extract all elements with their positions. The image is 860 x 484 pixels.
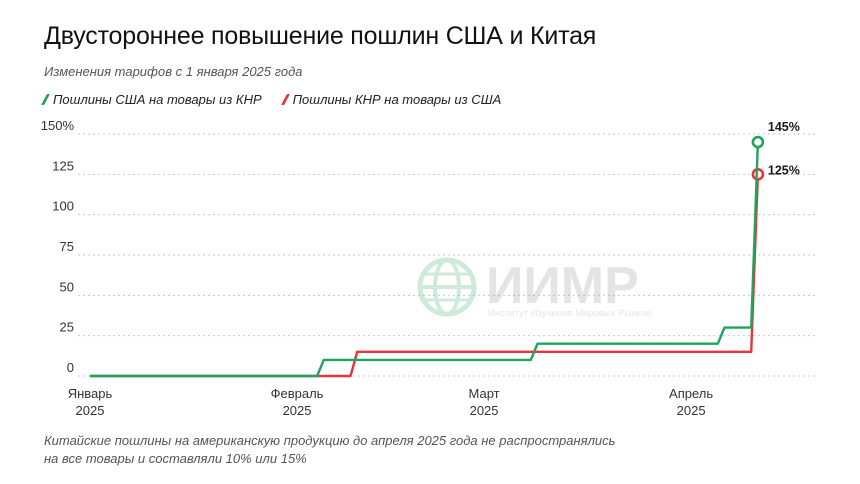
legend-label-us: Пошлины США на товары из КНР — [53, 92, 262, 107]
x-tick-label: Январь — [68, 386, 113, 401]
x-tick-label: Февраль — [271, 386, 324, 401]
series-layer: 125% 145% — [90, 120, 800, 378]
end-label-us: 145% — [768, 120, 800, 134]
y-tick-label: 25 — [60, 320, 74, 335]
legend: Пошлины США на товары из КНР Пошлины КНР… — [41, 92, 502, 107]
x-tick-label: 2025 — [677, 403, 706, 418]
watermark: ИИМР Институт Изучения Мировых Рынков — [417, 257, 651, 319]
y-tick-label: 50 — [60, 279, 74, 294]
footnote-line-2: на все товары и составляли 10% или 15% — [44, 451, 307, 466]
x-tick-label: 2025 — [470, 403, 499, 418]
grid-layer — [78, 133, 818, 377]
watermark-name: ИИМР — [486, 257, 639, 315]
series-line-cn — [90, 174, 760, 378]
globe-icon — [417, 257, 477, 317]
y-tick-label: 0 — [67, 360, 74, 375]
legend-label-cn: Пошлины КНР на товары из США — [292, 92, 502, 107]
x-tick-label: 2025 — [76, 403, 105, 418]
axis-layer: 0 25 50 75 100 125 150% Январь 2025 Февраль 2025 Ма… — [41, 118, 714, 418]
y-tick-label: 100 — [52, 199, 74, 214]
y-tick-label: 75 — [60, 239, 74, 254]
y-tick-label: 150% — [41, 118, 75, 133]
footnote: Китайские пошлины на американскую продук… — [44, 432, 744, 468]
legend-item-us: Пошлины США на товары из КНР — [41, 92, 262, 107]
footnote-line-1: Китайские пошлины на американскую продук… — [44, 433, 616, 448]
end-label-cn: 125% — [768, 163, 800, 177]
watermark-tagline: Институт Изучения Мировых Рынков — [488, 308, 651, 319]
x-tick-label: 2025 — [283, 403, 312, 418]
end-marker-us — [751, 135, 765, 149]
legend-item-cn: Пошлины КНР на товары из США — [280, 92, 502, 107]
x-tick-label: Апрель — [669, 386, 713, 401]
chart-subtitle: Изменения тарифов с 1 января 2025 года — [44, 64, 303, 79]
y-tick-label: 125 — [52, 158, 74, 173]
chart-title: Двустороннее повышение пошлин США и Кита… — [44, 22, 597, 50]
x-tick-label: Март — [469, 386, 500, 401]
series-line-us — [90, 142, 760, 378]
